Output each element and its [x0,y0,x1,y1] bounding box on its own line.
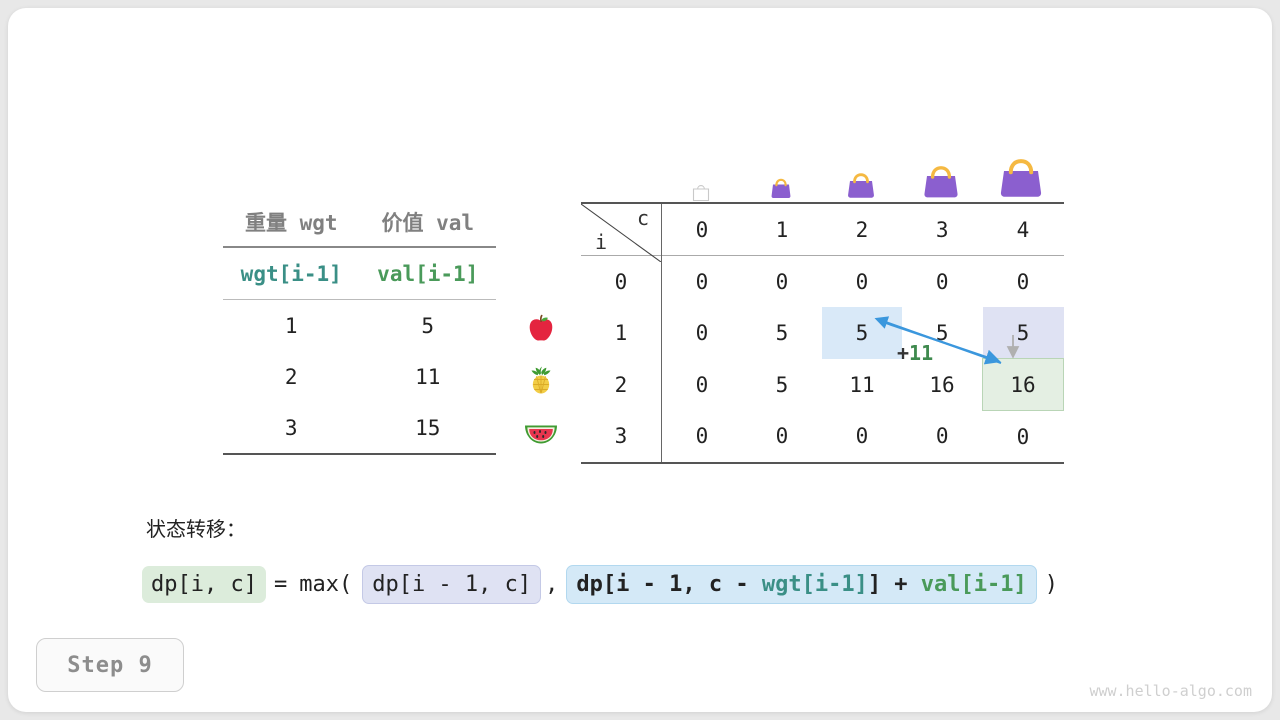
dp-cell-1-0: 0 [695,320,709,345]
dp-col-header-1: 1 [775,217,789,242]
bag-icon-1 [741,174,821,202]
state-transition-formula: dp[i, c] = max( dp[i - 1, c] , dp[i - 1,… [142,565,1062,604]
items-subheader-wgt: wgt[i-1] [240,261,342,286]
bag-capacity-icons [581,136,1062,202]
items-subheader-val: val[i-1] [377,261,479,286]
dp-col-header-3: 3 [935,217,949,242]
formula-token-wgt: wgt[i-1] [761,572,868,597]
dp-row-header-2: 2 [581,358,662,411]
watermelon-icon [513,405,569,456]
bag-icon-2 [821,168,901,202]
bag-icon-empty [661,182,741,202]
dp-col-header-2: 2 [855,217,869,242]
table-row: 1 5 [223,300,496,352]
items-header-weight: 重量 wgt [244,211,338,235]
table-row: 2 11 [223,351,496,402]
dp-cell-3-0: 0 [695,424,709,449]
dp-cell-0-3: 0 [935,269,949,294]
dp-cell-0-0: 0 [695,269,709,294]
plus-number: 11 [909,341,934,365]
dp-cell-2-2: 11 [849,372,875,397]
table-row: 3 0 0 0 0 0 [581,410,1064,463]
table-row: 0 0 0 0 0 0 [581,255,1064,307]
watermark: www.hello-algo.com [1089,682,1252,700]
dp-table-region: c i 0 1 2 3 4 0 0 0 0 0 0 1 0 5 [581,136,1064,464]
dp-cell-3-2: 0 [855,424,869,449]
item-weight-2: 2 [284,364,298,389]
dp-cell-1-2: 5 [822,307,902,359]
dp-cell-2-3: 16 [929,372,955,397]
dp-corner-label-c: c [636,206,649,230]
formula-close-paren: ) [1044,572,1059,597]
dp-cell-0-2: 0 [855,269,869,294]
table-row: 1 0 5 5 5 5 [581,307,1064,359]
dp-col-header-4: 4 [1016,217,1030,242]
item-weight-3: 3 [284,415,298,440]
dp-cell-0-4: 0 [1016,269,1030,294]
item-value-1: 5 [421,313,435,338]
dp-cell-2-0: 0 [695,372,709,397]
dp-cell-2-4: 16 [982,358,1064,411]
formula-arg2-mid: ] + [867,572,921,597]
formula-arg1: dp[i - 1, c] [362,565,542,604]
dp-col-header-0: 0 [695,217,709,242]
formula-lhs: dp[i, c] [142,566,266,603]
dp-cell-1-4: 5 [982,307,1064,359]
dp-corner-cell: c i [581,203,662,262]
dp-header-row: c i 0 1 2 3 4 [581,203,1064,262]
dp-cell-3-4: 0 [1016,424,1030,449]
dp-cell-1-1: 5 [775,320,789,345]
dp-row-header-0: 0 [581,255,662,307]
bag-icon-4 [981,152,1061,202]
formula-equals: = [273,572,288,597]
table-row: 3 15 [223,402,496,454]
formula-token-val: val[i-1] [920,572,1027,597]
formula-max: max( [299,572,353,597]
formula-arg2-pre: dp[i - 1, c - [576,572,762,597]
dp-cell-3-1: 0 [775,424,789,449]
state-transition-label: 状态转移： [146,517,246,541]
items-table: 重量 wgt 价值 val wgt[i-1] val[i-1] 1 5 2 11… [223,198,496,455]
dp-row-header-3: 3 [581,410,662,463]
items-header-value: 价值 val [381,211,475,235]
dp-row-header-1: 1 [581,307,662,359]
dp-cell-3-3: 0 [935,424,949,449]
apple-icon [513,303,569,354]
step-badge: Step 9 [36,638,184,692]
plus-sign: + [897,341,910,365]
bag-icon-3 [901,160,981,202]
dp-cell-2-1: 5 [775,372,789,397]
dp-table: c i 0 1 2 3 4 0 0 0 0 0 0 1 0 5 [581,202,1064,464]
items-subheader-row: wgt[i-1] val[i-1] [223,247,496,300]
dp-corner-label-i: i [595,230,608,254]
table-row: 2 0 5 11 16 16 [581,358,1064,411]
items-header-row: 重量 wgt 价值 val [223,198,496,247]
formula-comma: , [545,572,559,597]
item-value-3: 15 [415,415,441,440]
step-badge-label: Step 9 [67,652,153,678]
slide-canvas: 重量 wgt 价值 val wgt[i-1] val[i-1] 1 5 2 11… [8,8,1272,712]
dp-cell-0-1: 0 [775,269,789,294]
formula-arg2: dp[i - 1, c - wgt[i-1]] + val[i-1] [566,565,1037,604]
fruit-icon-column [513,303,569,456]
plus-value-annotation: +11 [897,341,933,365]
pineapple-icon [513,354,569,405]
item-weight-1: 1 [284,313,298,338]
item-value-2: 11 [415,364,441,389]
